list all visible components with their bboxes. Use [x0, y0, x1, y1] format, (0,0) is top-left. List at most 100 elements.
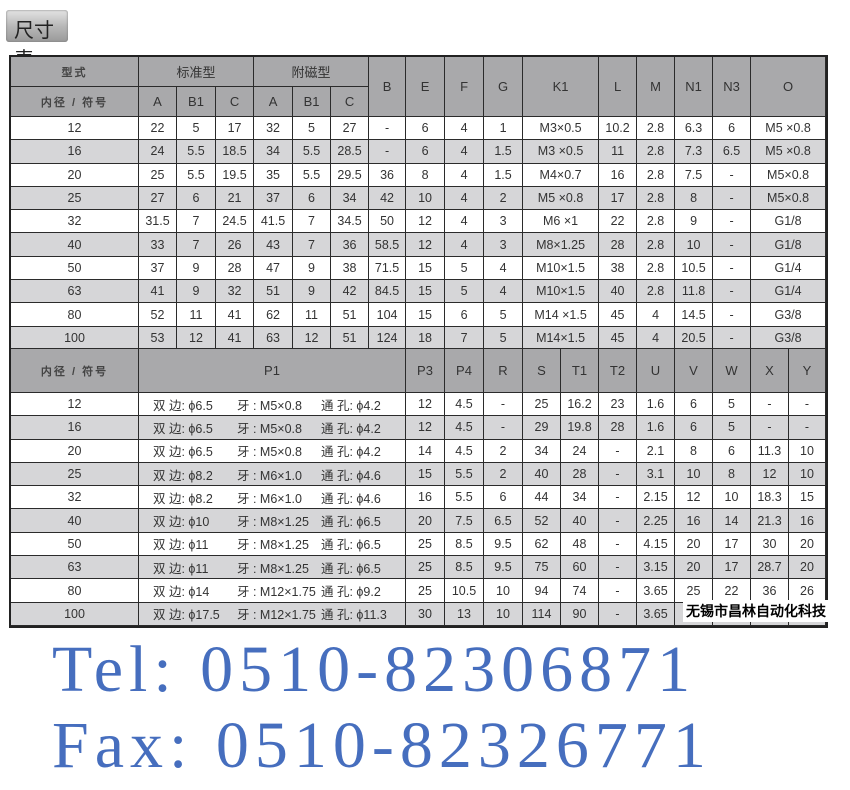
p1-through-hole: 通 孔: ϕ4.2 [321, 445, 381, 460]
table-cell: 52 [522, 508, 561, 533]
table-cell: 12 [750, 461, 789, 487]
table-row: 12 22 5 17 32 5 27-6 4 1 M3×0.5 10.2 2.8 6.3 6 M5 ×0.8 [10, 115, 827, 141]
table-cell: 94 [522, 578, 561, 603]
col-header: R [483, 348, 523, 393]
table-cell: 41 [138, 279, 177, 304]
table-cell: - [712, 232, 752, 257]
table-cell: 18.5 [214, 139, 255, 164]
magnetic-header: 附磁型 [253, 56, 370, 87]
table-cell: 84.5 [368, 279, 407, 304]
table-cell: 4 [483, 279, 524, 304]
table-cell: G1/4 [750, 279, 827, 304]
table-cell: 38 [598, 255, 638, 281]
header-row: 内径 / 符号 A B1 C A B1 C [10, 86, 826, 117]
table-cell: 50 [10, 255, 139, 281]
p1-cell: 双 边: ϕ8.2 牙 : M6×1.0 通 孔: ϕ4.6 [138, 485, 406, 510]
p1-thread: 牙 : M6×1.0 [237, 491, 302, 506]
table-cell: - [598, 508, 637, 533]
table-cell: 8 [712, 461, 751, 487]
table-cell: - [712, 162, 752, 187]
table-cell: 6 [405, 115, 446, 141]
table-cell: 31.5 [138, 209, 177, 234]
table-cell: 4 [444, 185, 485, 211]
p1-cell: 双 边: ϕ11 牙 : M8×1.25 通 孔: ϕ6.5 [138, 555, 406, 580]
col-header-std-c: C [214, 86, 255, 117]
col-header-e: E [405, 56, 446, 117]
table-cell: 9.5 [483, 555, 523, 580]
table-cell: - [598, 485, 637, 510]
table-cell: G1/8 [750, 209, 827, 234]
table-cell: 4.5 [444, 391, 484, 417]
table-cell: 4 [483, 255, 524, 281]
table-cell: 14.5 [674, 302, 714, 327]
table-row: 50 双 边: ϕ11 牙 : M8×1.25 通 孔: ϕ6.5 25 8.5 9.5 62… [10, 531, 826, 557]
table-cell: 2 [483, 438, 523, 463]
table-cell: 53 [138, 325, 177, 350]
col-header-o: O [750, 56, 827, 117]
table-cell: M10×1.5 [522, 279, 600, 304]
table-cell: 4 [636, 302, 676, 327]
table-cell: - [483, 391, 523, 417]
table-cell: 10 [483, 601, 523, 626]
p1-double-side: 双 边: ϕ10 [153, 515, 210, 530]
table-cell: 1.6 [636, 391, 675, 417]
table-cell: 15 [405, 302, 446, 327]
p1-through-hole: 通 孔: ϕ6.5 [321, 538, 381, 553]
table-cell: 10 [405, 185, 446, 211]
col-header-g: G [483, 56, 524, 117]
table-cell: 5.5 [176, 162, 216, 187]
standard-header: 标准型 [137, 56, 255, 87]
table-cell: 2.8 [636, 115, 676, 141]
table-row: 100 53 12 41 63 12 51 124 18 7 5 M14×1.5 45 4 20.5- G3/… [10, 325, 827, 350]
p1-through-hole: 通 孔: ϕ4.2 [321, 398, 381, 413]
table-cell: M10×1.5 [522, 255, 600, 281]
table-cell: 32 [214, 279, 255, 304]
table-cell: 11.8 [674, 279, 714, 304]
table-cell: 24.5 [214, 209, 255, 234]
table-cell: - [788, 391, 826, 417]
p1-cell: 双 边: ϕ6.5 牙 : M5×0.8 通 孔: ϕ4.2 [138, 438, 406, 463]
col-header: P4 [444, 348, 484, 393]
table-cell: 42 [330, 279, 370, 304]
col-header: S [522, 348, 561, 393]
table-cell: 25 [405, 531, 445, 557]
table-cell: 41 [214, 325, 255, 350]
p1-values: 双 边: ϕ14 牙 : M12×1.75 通 孔: ϕ9.2 [140, 581, 405, 600]
p1-thread: 牙 : M6×1.0 [237, 468, 302, 483]
p1-thread: 牙 : M8×1.25 [237, 538, 309, 553]
table-cell: 1 [483, 115, 524, 141]
table-cell: 12 [405, 415, 445, 440]
table-cell: 11 [598, 139, 638, 164]
table-cell: M14×1.5 [522, 325, 600, 350]
table-cell: 75 [522, 555, 561, 580]
p1-double-side: 双 边: ϕ8.2 [153, 468, 213, 483]
col-header: P1 [138, 348, 406, 393]
table-cell: 51 [253, 279, 294, 304]
table-cell: 10 [788, 438, 826, 463]
col-header-m: M [636, 56, 676, 117]
table-cell: 62 [522, 531, 561, 557]
table-cell: 1.5 [483, 162, 524, 187]
table-cell: M5 ×0.8 [750, 139, 827, 164]
table-cell: 18 [405, 325, 446, 350]
p1-cell: 双 边: ϕ17.5 牙 : M12×1.75 通 孔: ϕ11.3 [138, 601, 406, 626]
table-cell: 19.8 [560, 415, 599, 440]
table-cell: 18.3 [750, 485, 789, 510]
table-cell: 11 [292, 302, 332, 327]
table-cell: 7.5 [444, 508, 484, 533]
table-cell: 2.8 [636, 232, 676, 257]
table-cell: 38 [330, 255, 370, 281]
table-cell: 9 [292, 255, 332, 281]
table-cell: 16 [788, 508, 826, 533]
table-cell: 3 [483, 209, 524, 234]
col-header: Y [788, 348, 826, 393]
table-cell: 6 [712, 115, 752, 141]
col-header: U [636, 348, 675, 393]
table-cell: 5.5 [444, 485, 484, 510]
table-cell: 3.15 [636, 555, 675, 580]
p1-values: 双 边: ϕ17.5 牙 : M12×1.75 通 孔: ϕ11.3 [140, 604, 405, 623]
table-cell: 42 [368, 185, 407, 211]
table-cell: 27 [138, 185, 177, 211]
table-row: 20 双 边: ϕ6.5 牙 : M5×0.8 通 孔: ϕ4.2 14 4.5 2 34 24… [10, 438, 826, 463]
table-row: 16 双 边: ϕ6.5 牙 : M5×0.8 通 孔: ϕ4.2 12 4.5-29 19… [10, 415, 826, 440]
